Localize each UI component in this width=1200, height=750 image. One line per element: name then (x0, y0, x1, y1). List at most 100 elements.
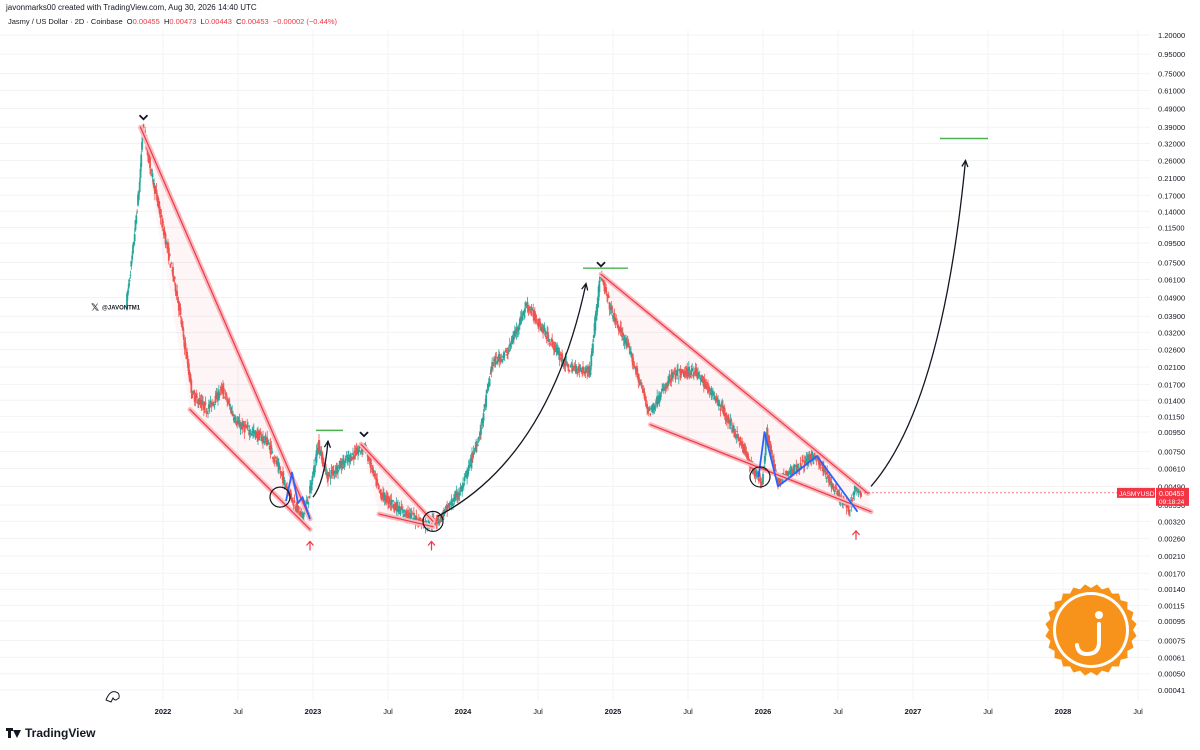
candle-body (719, 408, 722, 411)
candle-body (822, 466, 825, 473)
candle-body (427, 519, 430, 527)
candle-body (513, 337, 515, 339)
candle-body (688, 372, 691, 377)
candle-body (594, 315, 597, 331)
time-tick-label: 2026 (755, 707, 772, 716)
tradingview-brand[interactable]: TradingView (6, 726, 95, 740)
candle-body (435, 517, 438, 524)
time-tick-label: Jul (533, 707, 543, 716)
candle-body (419, 518, 422, 523)
candle-body (759, 478, 762, 483)
candle-body (291, 498, 293, 502)
candle-body (532, 309, 535, 317)
candle-body (682, 369, 684, 372)
candle-body (596, 304, 598, 316)
candle-body (587, 365, 589, 372)
price-tick-label: 0.02600 (1158, 345, 1185, 354)
candle-body (732, 426, 735, 431)
candle-body (570, 363, 573, 365)
candle-body (421, 519, 424, 522)
candle-body (135, 215, 138, 224)
candle-body (307, 501, 310, 505)
candle-body (773, 459, 775, 467)
candle-body (297, 506, 300, 511)
candle-body (209, 400, 212, 404)
price-tick-label: 0.00170 (1158, 569, 1185, 578)
candle-body (413, 517, 416, 520)
candles-layer (126, 123, 863, 534)
candle-body (201, 400, 204, 406)
candle-body (770, 450, 773, 455)
candle-body (717, 399, 719, 403)
candle-body (443, 509, 446, 512)
candle-body (141, 141, 143, 151)
candle-body (832, 484, 834, 486)
projection-arrow (437, 283, 587, 517)
top-chevron-icon (359, 431, 369, 438)
candle-body (410, 514, 413, 518)
channel-fill (601, 274, 871, 512)
candle-body (191, 394, 194, 399)
candle-body (462, 484, 465, 486)
candle-body (352, 455, 355, 460)
candle-body (402, 509, 404, 514)
candle-body (630, 351, 632, 354)
candle-body (369, 457, 372, 468)
candle-body (566, 362, 569, 364)
candle-body (800, 465, 803, 469)
candle-body (247, 425, 249, 427)
candle-body (250, 432, 253, 434)
candle-body (533, 315, 535, 321)
candle-body (478, 436, 481, 438)
candle-body (561, 353, 564, 360)
candle-body (377, 484, 380, 490)
candle-body (497, 356, 499, 362)
price-tick-label: 0.00490 (1158, 482, 1185, 491)
candle-body (158, 201, 160, 209)
symbol-description: Jasmy / US Dollar · 2D · Coinbase (8, 17, 123, 26)
candle-body (442, 515, 444, 518)
candle-body (241, 423, 244, 430)
candle-body (168, 253, 171, 256)
time-tick-label: 2024 (455, 707, 473, 716)
candle-body (291, 497, 294, 499)
time-axis: 2022 Jul 2023 Jul 2024 Jul 2025 Jul 2026 Jul 2027 J… (155, 707, 1143, 716)
candle-body (695, 367, 698, 377)
price-tick-label: 0.95000 (1158, 50, 1185, 59)
candle-body (192, 391, 195, 395)
candle-body (208, 405, 211, 408)
candle-body (547, 332, 549, 342)
candle-body (146, 146, 149, 156)
candle-body (151, 173, 154, 178)
candle-body (491, 361, 494, 370)
bottom-arrow-head (427, 540, 436, 546)
price-tick-label: 0.75000 (1158, 70, 1185, 79)
candle-body (648, 408, 651, 411)
candle-body (853, 490, 856, 495)
candle-body (213, 403, 216, 405)
candle-body (509, 343, 512, 348)
candle-body (736, 430, 739, 432)
candle-body (602, 279, 605, 285)
candle-body (723, 407, 726, 417)
candle-body (605, 287, 608, 292)
candle-body (196, 396, 199, 398)
candle-body (488, 378, 491, 387)
candle-body (337, 469, 339, 473)
bottom-arrow-head (852, 529, 860, 536)
candle-body (495, 357, 498, 359)
candle-body (323, 463, 325, 464)
price-tick-label: 0.01400 (1158, 396, 1185, 405)
candle-body (412, 512, 415, 515)
circle-marker (269, 486, 291, 508)
candle-body (272, 458, 275, 460)
candle-body (387, 498, 390, 504)
candle-body (527, 305, 530, 312)
candle-body (537, 318, 540, 327)
candle-body (267, 443, 269, 445)
candle-body (519, 316, 522, 325)
candle-body (483, 404, 486, 408)
candle-body (328, 472, 331, 476)
candle-body (641, 384, 643, 389)
